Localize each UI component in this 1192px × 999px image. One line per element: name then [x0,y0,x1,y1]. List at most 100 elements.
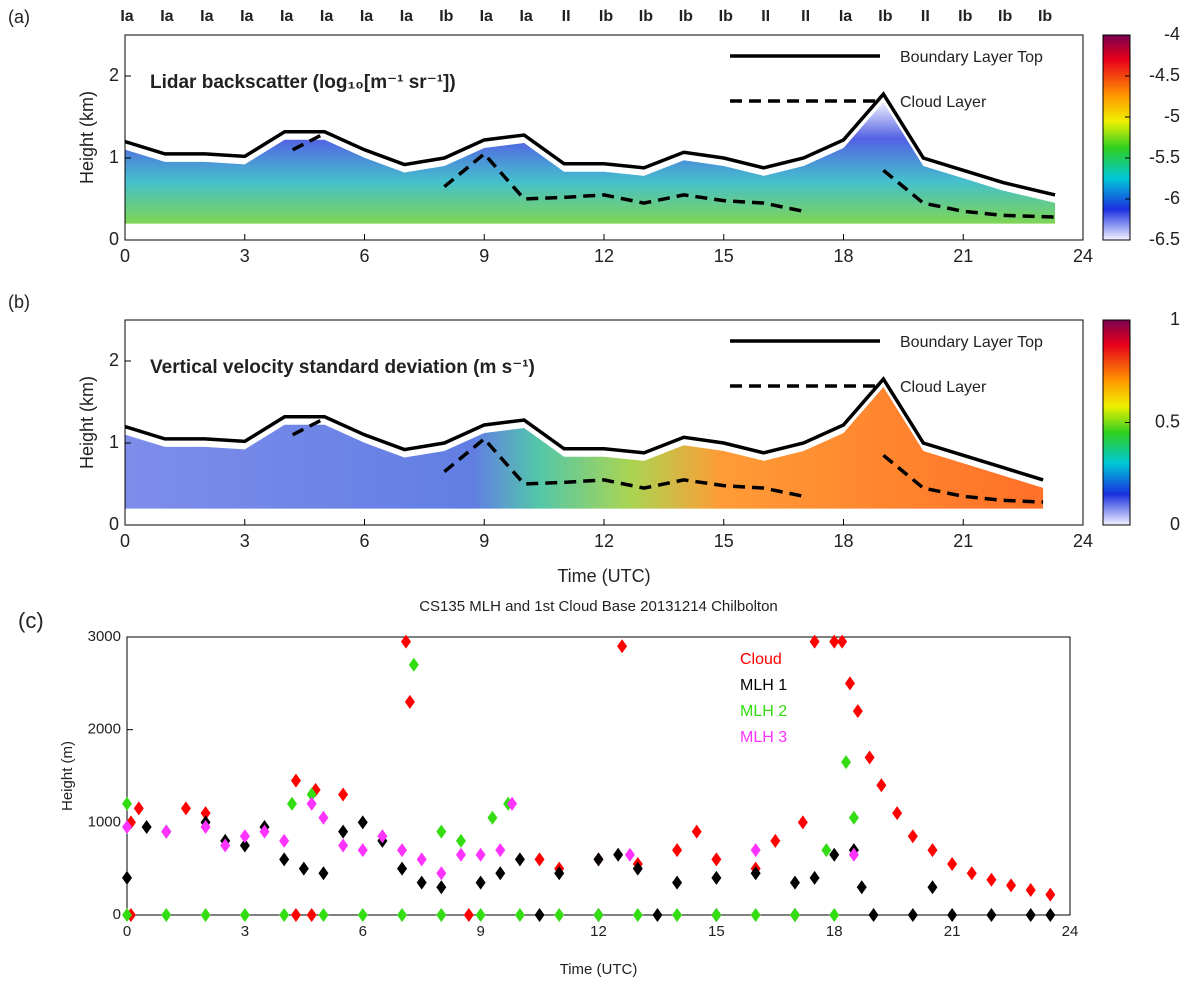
point [141,819,152,834]
point [306,908,317,922]
x-tick-label: 0 [123,923,131,940]
regime-label: Ia [839,8,852,25]
point [829,634,840,649]
point [397,861,408,876]
series-line [291,131,1056,219]
colorbar-tick-label: -4.5 [1149,65,1180,85]
point [593,852,604,867]
point [436,866,447,881]
point [455,847,466,862]
point [624,847,635,862]
point [864,750,875,765]
x-tick-label: 15 [714,246,734,266]
point [927,880,938,895]
point [357,843,368,858]
x-tick-label: 24 [1073,531,1093,551]
point [416,852,427,867]
point [927,843,938,858]
y-tick-label: 1000 [88,813,121,830]
point [436,908,447,922]
y-axis-label: Height (km) [77,91,97,184]
point [436,824,447,839]
point [475,908,486,922]
point [290,908,301,922]
point [122,908,132,922]
point [318,908,329,922]
x-tick-label: 21 [953,531,973,551]
point [397,843,408,858]
plot-frame [126,636,1071,916]
regime-label: II [562,8,571,25]
colorbar-tick-label: -6 [1164,188,1180,208]
point [750,908,761,922]
point [290,773,301,788]
point [829,908,840,922]
colorbar-tick-label: 0 [1170,514,1180,534]
point [514,908,525,922]
y-tick-label: 3000 [88,628,121,645]
panel-label: (a) [8,7,30,27]
y-tick-label: 0 [109,514,119,534]
point [475,875,486,890]
legend-label: MLH 2 [740,703,787,720]
x-tick-label: 18 [826,923,843,940]
regime-label: II [921,8,930,25]
y-tick-label: 2000 [88,721,121,738]
colorbar-tick-label: 1 [1170,309,1180,329]
point [200,806,211,821]
colorbar-tick-label: -4 [1164,24,1180,44]
point [436,880,447,895]
point [907,829,918,844]
point [463,908,474,922]
y-tick-label: 2 [109,65,119,85]
point [534,908,545,922]
point [986,908,997,922]
series-line [291,416,1044,504]
regime-label: Ia [240,8,253,25]
point [122,819,132,834]
panel: 0 3 6 9 12 15 18 21 24 0 1000 2000 3000 (c) CS135 MLH … [18,598,1078,978]
point [907,908,918,922]
x-tick-label: 3 [240,531,250,551]
point [632,861,643,876]
point [475,847,486,862]
point [495,866,506,881]
colorbar-tick-label: 0.5 [1155,411,1180,431]
regime-label: Ia [480,8,493,25]
x-tick-label: 12 [590,923,607,940]
point [318,810,329,825]
point [239,829,250,844]
point [829,847,840,862]
field [125,387,1044,509]
point [161,908,172,922]
point [554,866,565,881]
x-tick-label: 15 [708,923,725,940]
point [298,861,309,876]
x-tick-label: 18 [833,246,853,266]
legend-label: Cloud [740,651,782,668]
x-tick-label: 9 [479,531,489,551]
point [338,787,349,802]
point [844,676,855,691]
series-line [124,376,1044,482]
point [122,796,132,811]
y-tick-label: 1 [109,432,119,452]
point [876,778,887,793]
chart-title: Lidar backscatter (log₁₀[m⁻¹ sr⁻¹]) [150,72,456,93]
x-tick-label: 18 [833,531,853,551]
point [507,796,518,811]
x-tick-label: 0 [120,246,130,266]
point [809,870,820,885]
y-tick-label: 0 [113,906,121,923]
point [416,875,427,890]
regime-label: Ib [719,8,733,25]
point [809,634,820,649]
regime-label: Ia [519,8,532,25]
point [338,838,349,853]
colorbar-tick-label: -5 [1164,106,1180,126]
field [125,102,1056,224]
point [848,810,859,825]
regime-label: Ib [958,8,972,25]
